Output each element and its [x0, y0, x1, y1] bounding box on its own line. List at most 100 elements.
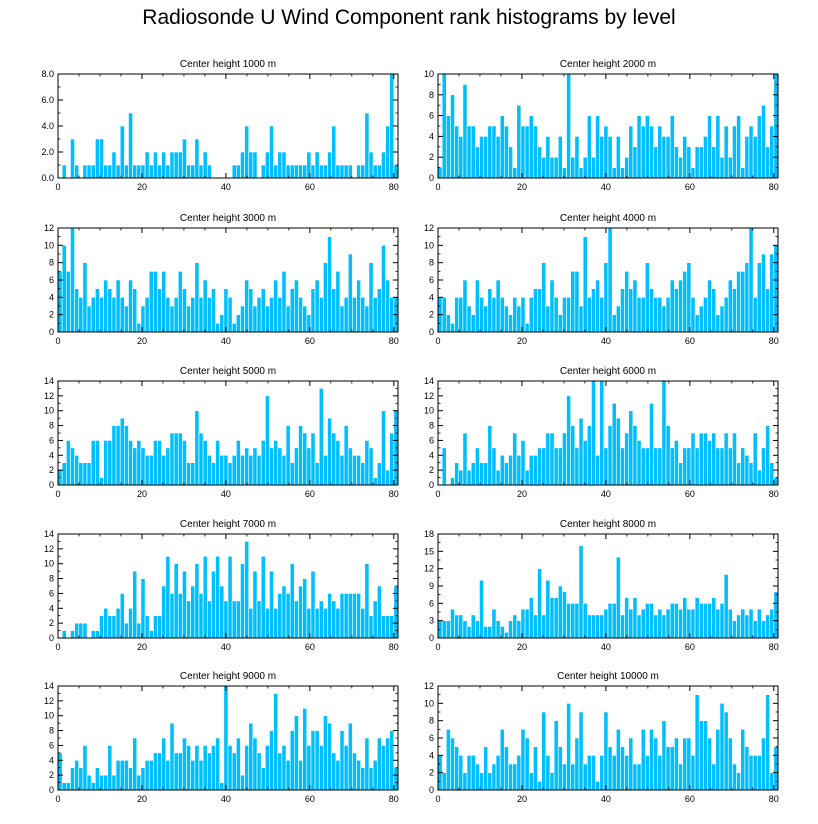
bar: [211, 462, 216, 486]
bar: [752, 755, 758, 791]
panel-title: Center height 4000 m: [560, 213, 656, 224]
bar: [441, 772, 447, 791]
bar: [703, 432, 708, 486]
x-tick-label: 0: [435, 489, 440, 499]
bar: [624, 597, 630, 639]
bar: [206, 752, 212, 791]
bar: [599, 297, 605, 333]
bar: [65, 440, 71, 486]
bar: [211, 570, 216, 639]
bar: [649, 402, 654, 486]
bar: [682, 737, 688, 791]
bar: [372, 759, 378, 791]
bar: [190, 462, 196, 486]
bar: [694, 597, 700, 639]
bar: [82, 622, 88, 639]
bar: [115, 759, 121, 791]
y-tick-label: 0.0: [41, 173, 54, 183]
bar: [86, 164, 92, 179]
bar: [632, 146, 638, 179]
y-tick-label: 6: [429, 733, 434, 743]
bar: [574, 271, 580, 333]
bar: [516, 104, 522, 179]
bar: [657, 125, 663, 179]
x-tick-label: 60: [685, 794, 695, 804]
bar: [111, 774, 117, 791]
bar: [186, 164, 191, 179]
bar: [219, 454, 225, 486]
bar: [504, 746, 509, 791]
bar: [491, 763, 497, 791]
bar: [148, 454, 154, 486]
bar: [566, 297, 571, 333]
bar: [773, 746, 779, 791]
bar: [364, 737, 370, 791]
bar: [327, 722, 332, 791]
bar: [206, 600, 212, 639]
bar: [620, 288, 625, 333]
bar: [169, 305, 175, 333]
bar: [761, 104, 766, 179]
bar: [545, 755, 551, 791]
bar: [756, 608, 762, 639]
bar: [310, 164, 316, 179]
bar: [636, 614, 642, 639]
y-tick-label: 2: [49, 770, 54, 780]
bar: [302, 164, 308, 179]
bar: [719, 603, 725, 639]
bar: [549, 279, 555, 333]
bar: [603, 447, 609, 486]
bar: [445, 314, 451, 333]
bar: [611, 603, 617, 639]
bar: [128, 112, 133, 179]
bar: [269, 730, 274, 791]
bar: [640, 608, 646, 639]
bar: [595, 781, 601, 791]
bar: [707, 737, 712, 791]
bar: [657, 608, 663, 639]
bar: [719, 447, 725, 486]
panel-8: 0 20 40 60 80 0 3 6 9 12 15 18 Center height 8000 m: [424, 519, 779, 652]
bar: [86, 305, 92, 333]
bar: [678, 462, 683, 486]
bar: [165, 447, 171, 486]
bar: [99, 615, 104, 639]
bar: [219, 782, 225, 791]
bar: [528, 597, 534, 639]
bar: [615, 417, 621, 486]
bar: [298, 585, 303, 639]
bar: [475, 620, 480, 639]
bar: [752, 620, 758, 639]
bar: [528, 115, 534, 179]
bar: [95, 440, 100, 486]
bar: [364, 440, 370, 486]
bar: [256, 600, 262, 639]
bar: [744, 614, 750, 639]
bar: [173, 432, 179, 486]
bar: [549, 156, 555, 179]
bar: [748, 125, 754, 179]
bar: [653, 146, 659, 179]
bar: [360, 767, 366, 791]
bar: [665, 136, 671, 179]
bar: [86, 774, 92, 791]
bar: [202, 555, 208, 639]
x-tick-label: 20: [517, 794, 527, 804]
bar: [70, 767, 75, 791]
bar: [578, 545, 584, 639]
bar: [736, 462, 741, 486]
x-tick-label: 0: [435, 336, 440, 346]
bar: [669, 447, 675, 486]
bar: [703, 297, 708, 333]
bar: [298, 759, 303, 791]
x-tick-label: 40: [601, 182, 611, 192]
bar: [306, 447, 312, 486]
bar: [240, 151, 245, 179]
bar: [520, 125, 526, 179]
bar: [235, 314, 241, 333]
x-tick-label: 0: [55, 794, 60, 804]
bar: [173, 563, 179, 639]
bar: [595, 454, 601, 486]
bar: [736, 271, 741, 333]
bar: [499, 297, 505, 333]
